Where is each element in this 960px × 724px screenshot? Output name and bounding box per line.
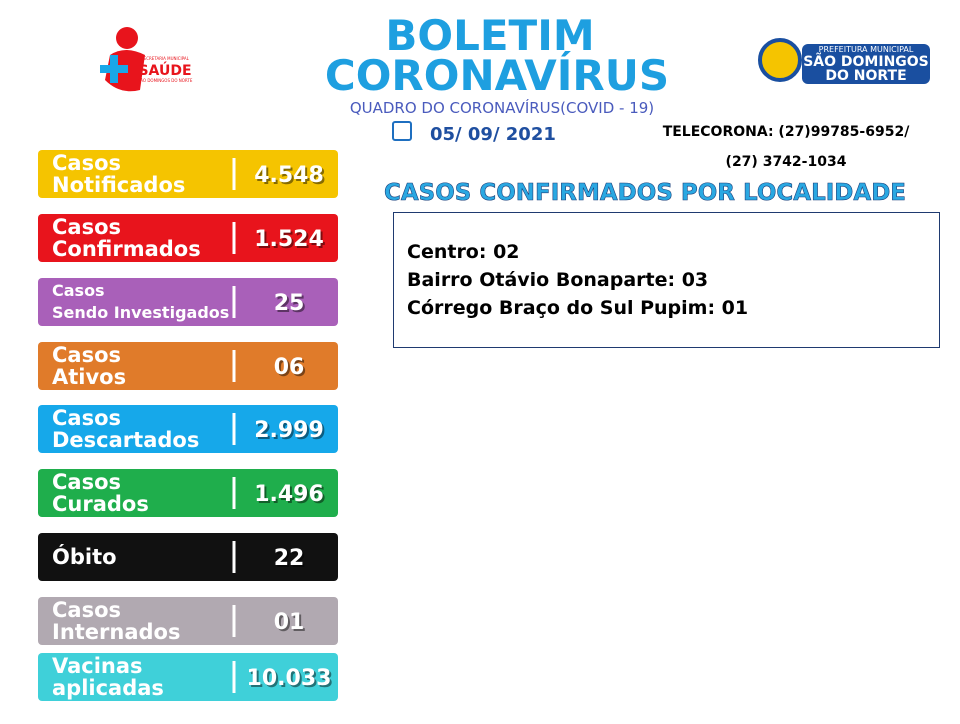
stat-label: Confirmados [52, 237, 201, 261]
stat-value-shadow: 1.496 [256, 484, 326, 509]
stat-value-shadow: 10.033 [249, 668, 334, 693]
stat-label: Notificados [52, 173, 185, 197]
calendar-icon [392, 121, 412, 141]
stat-card [38, 342, 338, 390]
logo-text: SECRETARIA MUNICIPAL [141, 56, 189, 61]
logo-emblem [758, 38, 802, 82]
stat-label: Descartados [52, 428, 199, 452]
stat-card [38, 653, 338, 701]
logo-cross [110, 55, 118, 83]
stat-value-shadow: 1.524 [256, 229, 326, 254]
stat-label: Casos [52, 598, 121, 622]
stat-card [38, 278, 338, 326]
stat-value: 01 [274, 610, 305, 635]
stat-label: Casos [52, 470, 121, 494]
logo-text: DO NORTE [825, 68, 906, 84]
stat-value-shadow: 06 [276, 357, 307, 382]
stat-value-shadow: 2.999 [256, 420, 326, 445]
phone: (27) 3742-1034 [726, 154, 847, 170]
stat-card [38, 469, 338, 517]
stat-label: Casos [52, 406, 121, 430]
right-logo: PREFEITURA MUNICIPAL SÃO DOMINGOS DO NOR… [758, 38, 930, 84]
locality: Centro: 02 [407, 241, 520, 263]
stat-value: 22 [274, 546, 305, 571]
subtitle: QUADRO DO CORONAVÍRUS(COVID - 19) [350, 98, 654, 117]
stat-value: 06 [274, 355, 305, 380]
stat-card [38, 597, 338, 645]
stat-card [38, 214, 338, 262]
locality: Córrego Braço do Sul Pupim: 01 [407, 297, 748, 319]
section-title: CASOS CONFIRMADOS POR LOCALIDADE [384, 180, 906, 206]
logo-head [116, 27, 138, 49]
locality: Bairro Otávio Bonaparte: 03 [407, 269, 708, 291]
logo-text: SÃO DOMINGOS [803, 53, 929, 70]
logo-text: SÃO DOMINGOS DO NORTE [138, 78, 193, 83]
stat-value: 2.999 [254, 418, 324, 443]
stat-label: aplicadas [52, 676, 164, 700]
logo-text: PREFEITURA MUNICIPAL [819, 45, 914, 54]
stat-card [38, 533, 338, 581]
stat-value-shadow: 4.548 [256, 165, 326, 190]
stat-label: Casos [52, 151, 121, 175]
stat-label: Óbito [52, 544, 117, 569]
stat-value: 1.496 [254, 482, 324, 507]
logo-banner [802, 44, 930, 84]
stat-value: 10.033 [247, 666, 332, 691]
stat-label: Casos [52, 343, 121, 367]
left-logo: SECRETARIA MUNICIPAL SAÚDE SÃO DOMINGOS … [100, 27, 193, 92]
title: CORONAVÍRUS [325, 50, 669, 100]
stat-label: Ativos [52, 365, 126, 389]
logo-text: SAÚDE [138, 61, 191, 79]
title: BOLETIM [385, 11, 594, 60]
stat-card [38, 150, 338, 198]
stat-label: Sendo Investigados [52, 303, 229, 322]
stat-value: 25 [274, 291, 305, 316]
stat-label: Internados [52, 620, 180, 644]
phone: TELECORONA: (27)99785-6952/ [663, 124, 911, 140]
stat-label: Curados [52, 492, 149, 516]
stat-value-shadow: 01 [276, 612, 307, 637]
stat-label: Casos [52, 215, 121, 239]
date: 05/ 09/ 2021 [430, 124, 556, 145]
stat-value: 4.548 [254, 163, 324, 188]
localities-box [393, 212, 940, 348]
stat-value-shadow: 25 [276, 293, 307, 318]
stat-value: 1.524 [254, 227, 324, 252]
stat-value-shadow: 22 [276, 548, 307, 573]
stat-label: Casos [52, 281, 105, 300]
stat-label: Vacinas [52, 654, 143, 678]
stat-card [38, 405, 338, 453]
